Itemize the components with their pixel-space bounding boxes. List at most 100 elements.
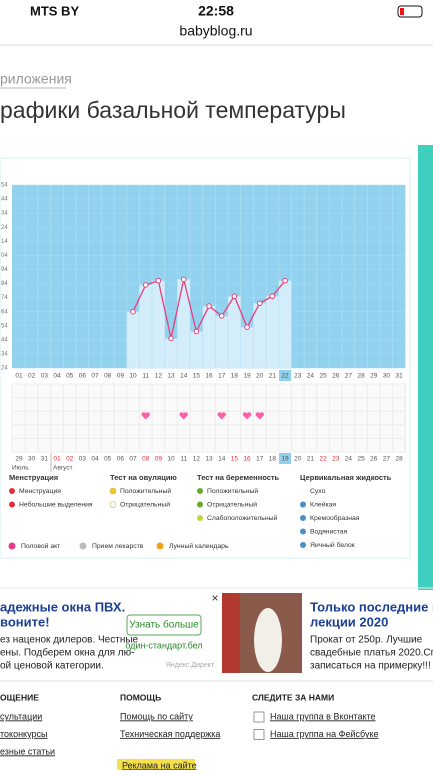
legend-item: Клейкая <box>310 500 336 508</box>
day-label: 25 <box>319 373 327 380</box>
date-label: 18 <box>269 456 277 463</box>
day-label: 16 <box>205 373 213 380</box>
calendar-area <box>11 383 406 453</box>
heart-marker[interactable] <box>255 412 264 420</box>
url[interactable]: babyblog.ru <box>179 23 252 39</box>
footer-link[interactable]: Техническая поддержка <box>120 729 220 739</box>
date-label: 08 <box>142 456 150 463</box>
day-label: 15 <box>193 373 201 380</box>
y-tick-label: 34 <box>1 211 8 217</box>
y-tick-label: 44 <box>1 197 8 203</box>
temp-column <box>240 326 254 369</box>
legend-icon <box>109 487 117 495</box>
footer-link[interactable]: Наша группа в Вконтакте <box>270 711 376 721</box>
day-label: 08 <box>104 373 112 380</box>
temp-point[interactable] <box>206 303 212 309</box>
day-label: 05 <box>66 373 74 380</box>
legend-item: Положительный <box>207 487 258 495</box>
legend-icon <box>300 488 306 494</box>
ads: адежные окна ПВХ. воните! ез наценок дил… <box>0 591 433 673</box>
footer-heading: СЛЕДИТЕ ЗА НАМИ <box>252 692 334 702</box>
date-label: 31 <box>41 456 49 463</box>
day-label: 02 <box>28 373 36 380</box>
ad-title[interactable]: воните! <box>0 614 50 629</box>
y-tick-label: 74 <box>1 295 8 301</box>
temp-column <box>278 280 292 369</box>
battery-level <box>400 8 404 15</box>
footer-link[interactable]: Помощь по сайту <box>120 711 193 721</box>
ad-button[interactable] <box>126 614 202 636</box>
temp-point[interactable] <box>218 313 225 319</box>
temp-point[interactable] <box>155 277 162 284</box>
day-label: 21 <box>269 373 277 380</box>
legend-item: Кремообразная <box>310 514 360 522</box>
ad-text: Прокат от 250р. Лучшие <box>310 635 423 646</box>
temp-point[interactable] <box>142 282 149 288</box>
date-label: 01 <box>53 456 61 463</box>
heart-marker[interactable] <box>217 412 226 420</box>
date-label: 04 <box>91 456 99 463</box>
day-label: 07 <box>91 373 99 380</box>
temp-point[interactable] <box>168 335 174 342</box>
legend-icon <box>9 488 15 494</box>
footer: ОЩЕНИЕ сультации токонкурсы езные статьи ПОМ… <box>0 692 379 773</box>
ad-title[interactable]: Только последние кол <box>310 599 433 614</box>
breadcrumb[interactable]: риложения <box>0 71 72 87</box>
footer-link[interactable]: езные статьи <box>0 746 55 756</box>
social-icon <box>253 729 265 740</box>
day-label: 09 <box>117 373 125 380</box>
ad-title[interactable]: адежные окна ПВХ. <box>0 599 125 614</box>
legend-item: Водянистая <box>310 528 348 535</box>
footer-link[interactable]: Наша группа на Фейсбуке <box>270 729 379 739</box>
heart-marker[interactable] <box>141 412 150 420</box>
today-highlight <box>279 453 292 464</box>
footer-heading: ПОМОЩЬ <box>120 692 161 702</box>
chart: 54 44 34 24 14 04 94 84 74 64 54 44 34 24 01 02 03 04 05 06… <box>1 183 406 472</box>
temp-point[interactable] <box>282 277 288 284</box>
footer-link[interactable]: токонкурсы <box>0 729 47 739</box>
footer-link[interactable]: сультации <box>0 711 42 721</box>
y-tick-label: 84 <box>1 281 8 287</box>
ad-text: записаться на примерку!!! <box>310 661 431 672</box>
day-label: 14 <box>180 373 188 380</box>
y-tick-label: 34 <box>1 352 8 358</box>
temp-point[interactable] <box>244 324 250 330</box>
temp-point[interactable] <box>193 328 200 335</box>
day-label: 04 <box>53 373 61 380</box>
day-label: 31 <box>395 373 403 380</box>
ad-text: свадебные платья 2020.Спеши <box>310 647 433 659</box>
day-label: 30 <box>383 373 391 380</box>
ad-domain[interactable]: один-стандарт.бел <box>125 640 202 650</box>
temp-column <box>139 284 153 369</box>
date-label: 30 <box>28 456 36 463</box>
temp-column <box>164 338 178 369</box>
temp-point[interactable] <box>180 276 187 283</box>
ad-title[interactable]: лекции 2020 <box>310 614 388 629</box>
temp-point[interactable] <box>130 308 136 315</box>
y-tick-label: 54 <box>1 183 8 189</box>
legend-item: Слабоположительный <box>207 514 277 522</box>
footer-heading: ОЩЕНИЕ <box>0 692 39 702</box>
legend-icon <box>9 501 15 508</box>
date-label: 17 <box>256 456 264 463</box>
temp-point[interactable] <box>231 293 238 300</box>
date-label: 09 <box>155 456 163 463</box>
date-label: 16 <box>243 456 251 463</box>
date-label: 13 <box>205 456 213 463</box>
date-label: 03 <box>79 456 87 463</box>
day-label: 28 <box>357 373 365 380</box>
temp-point[interactable] <box>269 293 276 300</box>
temp-point[interactable] <box>256 300 263 307</box>
day-label: 22 <box>281 373 289 380</box>
heart-marker[interactable] <box>179 412 188 420</box>
legend-icon <box>109 501 117 508</box>
heart-marker[interactable] <box>242 412 252 420</box>
footer-link[interactable]: Реклама на сайте <box>122 760 197 770</box>
ad-button-label[interactable]: Узнать больше <box>129 619 199 631</box>
date-label: 20 <box>294 456 302 463</box>
battery <box>397 5 423 18</box>
ad-close[interactable]: × <box>211 591 218 605</box>
date-label: 22 <box>319 456 327 463</box>
y-tick-label: 04 <box>1 253 8 259</box>
ad-image-dress <box>254 608 282 672</box>
